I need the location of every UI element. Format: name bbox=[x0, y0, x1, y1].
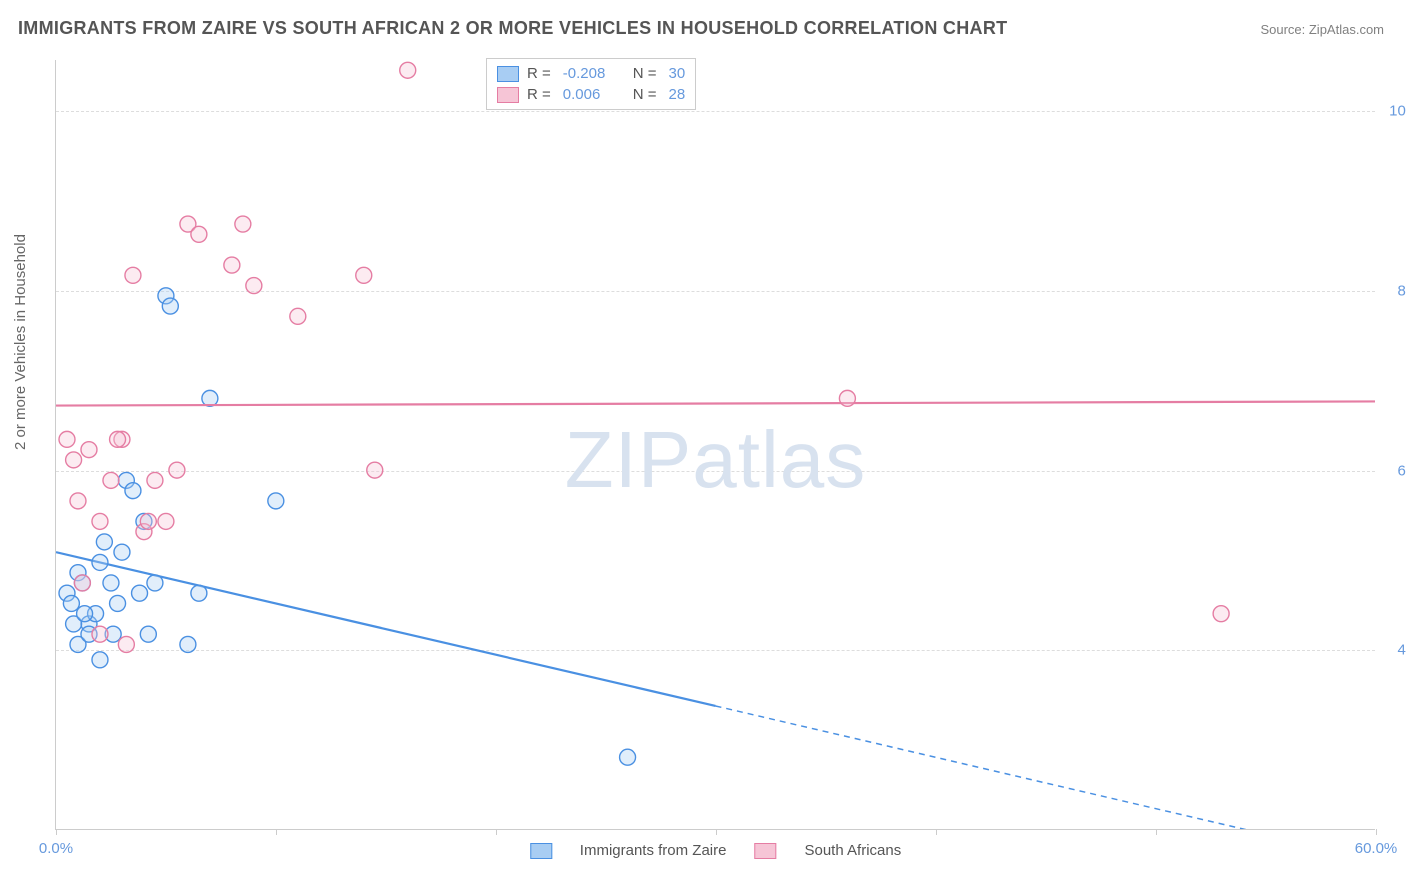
x-tick bbox=[716, 829, 717, 835]
legend-correlation: R = -0.208 N = 30 R = 0.006 N = 28 bbox=[486, 58, 696, 110]
x-tick bbox=[1156, 829, 1157, 835]
data-point bbox=[77, 606, 93, 622]
legend-n-value: 28 bbox=[669, 86, 686, 103]
data-point bbox=[158, 513, 174, 529]
data-point bbox=[92, 626, 108, 642]
data-point bbox=[125, 483, 141, 499]
data-point bbox=[140, 626, 156, 642]
data-point bbox=[180, 636, 196, 652]
data-point bbox=[191, 226, 207, 242]
x-tick-label: 60.0% bbox=[1355, 840, 1398, 857]
data-point bbox=[59, 431, 75, 447]
data-point bbox=[191, 585, 207, 601]
data-point bbox=[246, 278, 262, 294]
y-axis-label: 2 or more Vehicles in Household bbox=[12, 234, 29, 450]
data-point bbox=[268, 493, 284, 509]
source-attribution: Source: ZipAtlas.com bbox=[1260, 22, 1384, 37]
data-point bbox=[620, 749, 636, 765]
x-tick bbox=[496, 829, 497, 835]
legend-r-label: R = bbox=[527, 86, 551, 103]
legend-swatch bbox=[497, 87, 519, 103]
legend-swatch bbox=[530, 843, 552, 859]
data-point bbox=[63, 595, 79, 611]
data-point bbox=[367, 462, 383, 478]
data-point bbox=[125, 267, 141, 283]
data-point bbox=[169, 462, 185, 478]
data-point bbox=[356, 267, 372, 283]
legend-n-value: 30 bbox=[669, 65, 686, 82]
data-point bbox=[103, 575, 119, 591]
data-point bbox=[92, 652, 108, 668]
legend-n-label: N = bbox=[633, 65, 657, 82]
data-point bbox=[147, 575, 163, 591]
data-point bbox=[66, 452, 82, 468]
data-point bbox=[96, 534, 112, 550]
data-point bbox=[1213, 606, 1229, 622]
chart-svg bbox=[56, 60, 1375, 829]
legend-swatch bbox=[754, 843, 776, 859]
data-point bbox=[162, 298, 178, 314]
data-point bbox=[81, 442, 97, 458]
data-point bbox=[92, 513, 108, 529]
legend-series-label: South Africans bbox=[804, 842, 901, 859]
legend-series: Immigrants from Zaire South Africans bbox=[530, 842, 901, 859]
data-point bbox=[110, 595, 126, 611]
data-point bbox=[110, 431, 126, 447]
legend-n-label: N = bbox=[633, 86, 657, 103]
legend-r-value: 0.006 bbox=[563, 86, 615, 103]
data-point bbox=[290, 308, 306, 324]
x-tick bbox=[936, 829, 937, 835]
y-tick-label: 100.0% bbox=[1380, 103, 1406, 120]
y-tick-label: 47.5% bbox=[1380, 642, 1406, 659]
legend-row: R = 0.006 N = 28 bbox=[497, 84, 685, 105]
x-tick bbox=[276, 829, 277, 835]
regression-line bbox=[56, 401, 1375, 405]
data-point bbox=[114, 544, 130, 560]
data-point bbox=[235, 216, 251, 232]
x-tick bbox=[56, 829, 57, 835]
data-point bbox=[74, 575, 90, 591]
data-point bbox=[224, 257, 240, 273]
data-point bbox=[147, 472, 163, 488]
regression-line-dashed bbox=[716, 706, 1376, 829]
chart-title: IMMIGRANTS FROM ZAIRE VS SOUTH AFRICAN 2… bbox=[18, 18, 1007, 39]
data-point bbox=[140, 513, 156, 529]
legend-swatch bbox=[497, 66, 519, 82]
x-tick bbox=[1376, 829, 1377, 835]
plot-area: ZIPatlas 47.5%65.0%82.5%100.0% R =-0.208… bbox=[55, 60, 1375, 830]
data-point bbox=[103, 472, 119, 488]
data-point bbox=[839, 390, 855, 406]
legend-row: R = -0.208 N = 30 bbox=[497, 63, 685, 84]
y-tick-label: 65.0% bbox=[1380, 462, 1406, 479]
x-tick-label: 0.0% bbox=[39, 840, 73, 857]
legend-r-value: -0.208 bbox=[563, 65, 615, 82]
data-point bbox=[92, 554, 108, 570]
data-point bbox=[132, 585, 148, 601]
data-point bbox=[118, 636, 134, 652]
legend-r-label: R = bbox=[527, 65, 551, 82]
data-point bbox=[70, 493, 86, 509]
legend-series-label: Immigrants from Zaire bbox=[580, 842, 727, 859]
y-tick-label: 82.5% bbox=[1380, 283, 1406, 300]
data-point bbox=[400, 62, 416, 78]
